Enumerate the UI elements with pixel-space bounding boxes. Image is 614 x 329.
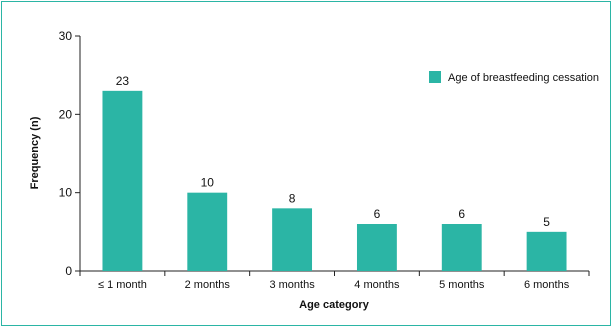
y-axis: 0 10 20 30 — [59, 29, 81, 278]
legend: Age of breastfeeding cessation — [429, 71, 599, 84]
value-labels: 23 10 8 6 6 5 — [116, 74, 551, 229]
bar-value-label: 6 — [374, 207, 381, 221]
legend-label: Age of breastfeeding cessation — [448, 72, 599, 84]
bar — [356, 224, 397, 271]
x-tick-label: 2 months — [185, 279, 231, 291]
bars — [102, 90, 567, 271]
x-tick-label: ≤ 1 month — [98, 279, 147, 291]
bar-value-label: 5 — [543, 215, 550, 229]
y-axis-title: Frequency (n) — [29, 116, 41, 189]
y-tick-label: 20 — [59, 107, 73, 121]
bar — [187, 192, 228, 271]
legend-swatch — [429, 71, 441, 83]
bar — [272, 208, 313, 271]
y-tick-label: 0 — [65, 264, 72, 278]
x-ticks: ≤ 1 month 2 months 3 months 4 months 5 month… — [79, 271, 590, 291]
bar — [526, 231, 567, 271]
x-tick-label: 5 months — [439, 279, 485, 291]
bar-value-label: 6 — [458, 207, 465, 221]
bar — [102, 90, 143, 271]
bar — [441, 224, 482, 271]
y-tick-label: 10 — [59, 186, 73, 200]
bar-value-label: 23 — [116, 74, 130, 88]
y-ticks: 0 10 20 30 — [59, 29, 80, 278]
bar-value-label: 10 — [201, 176, 215, 190]
x-axis: ≤ 1 month 2 months 3 months 4 months 5 month… — [79, 270, 590, 291]
x-tick-label: 4 months — [354, 279, 400, 291]
x-tick-label: 6 months — [524, 279, 570, 291]
y-tick-label: 30 — [59, 29, 73, 43]
x-tick-label: 3 months — [269, 279, 315, 291]
bar-value-label: 8 — [289, 191, 296, 205]
x-axis-title: Age category — [299, 299, 370, 311]
